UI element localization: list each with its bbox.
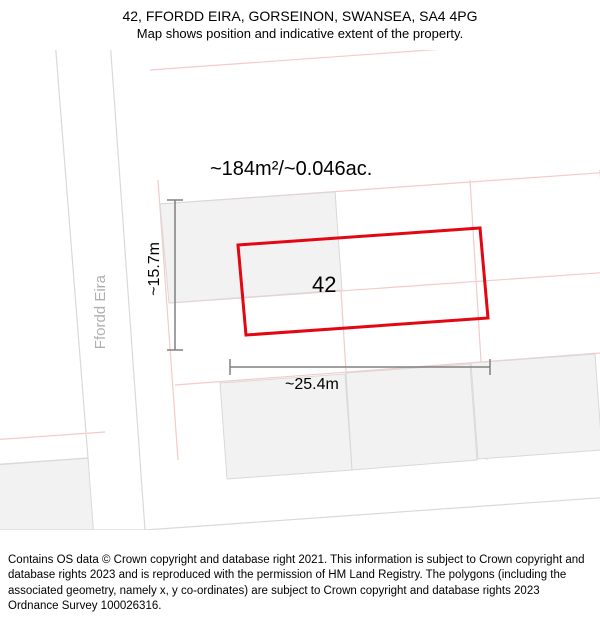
height-dimension-label: ~15.7m — [146, 242, 164, 296]
page-subtitle: Map shows position and indicative extent… — [0, 26, 600, 41]
property-number: 42 — [312, 272, 336, 298]
map-area: ~184m²/~0.046ac. 42 ~25.4m ~15.7m Ffordd… — [0, 50, 600, 530]
area-label: ~184m²/~0.046ac. — [210, 158, 372, 181]
header: 42, FFORDD EIRA, GORSEINON, SWANSEA, SA4… — [0, 0, 600, 41]
width-dimension-label: ~25.4m — [285, 376, 339, 394]
street-name-label: Ffordd Eira — [92, 275, 109, 349]
map-svg — [0, 50, 600, 530]
page-title: 42, FFORDD EIRA, GORSEINON, SWANSEA, SA4… — [0, 8, 600, 24]
footer-copyright: Contains OS data © Crown copyright and d… — [0, 547, 600, 625]
page-container: 42, FFORDD EIRA, GORSEINON, SWANSEA, SA4… — [0, 0, 600, 625]
